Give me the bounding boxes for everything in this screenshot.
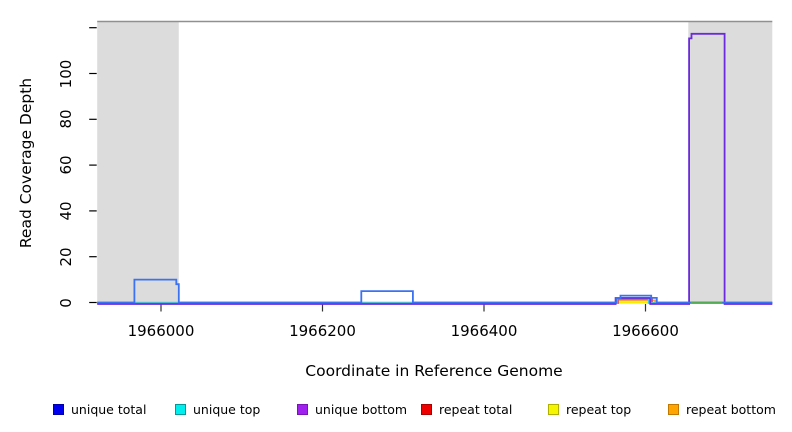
x-tick-label: 1966600 [612,322,679,340]
legend-swatch-icon [297,403,308,415]
legend-label: repeat total [439,401,513,417]
series-line-unique-total [97,278,773,304]
x-tick-label: 1966400 [450,322,518,340]
y-tick-label: 0 [57,297,75,308]
y-tick-label: 80 [57,109,75,129]
y-tick-label: 40 [57,201,75,221]
y-tick-label: 20 [57,247,75,267]
legend-swatch-icon [548,403,559,415]
series-line-unique-bottom [97,32,773,305]
legend-swatch-icon [53,403,64,415]
legend-label: unique total [71,401,147,417]
legend-swatch-icon [668,403,679,415]
y-tick-label: 60 [57,155,75,175]
legend-item-repeat-bottom: repeat bottom [668,399,776,419]
x-tick-label: 1966000 [127,322,195,340]
legend-item-unique-total: unique total [53,399,146,419]
legend-item-unique-bottom: unique bottom [297,399,407,419]
legend-label: unique bottom [315,401,408,417]
plot-legend: unique total unique top unique bottom repea… [0,399,792,421]
legend-item-repeat-total: repeat total [421,399,512,419]
repeat-region-band [97,21,179,304]
legend-label: unique top [193,401,261,417]
legend-swatch-icon [421,403,432,415]
legend-swatch-icon [175,403,186,415]
x-tick-label: 1966200 [289,322,356,340]
legend-item-repeat-top: repeat top [548,399,631,419]
y-tick-label: 100 [57,59,75,88]
y-axis-title: Read Coverage Depth [17,77,35,249]
legend-label: repeat bottom [686,401,776,417]
legend-item-unique-top: unique top [175,399,260,419]
legend-label: repeat top [566,401,632,417]
repeat-region-band [688,21,773,304]
x-axis-title: Coordinate in Reference Genome [305,362,563,380]
